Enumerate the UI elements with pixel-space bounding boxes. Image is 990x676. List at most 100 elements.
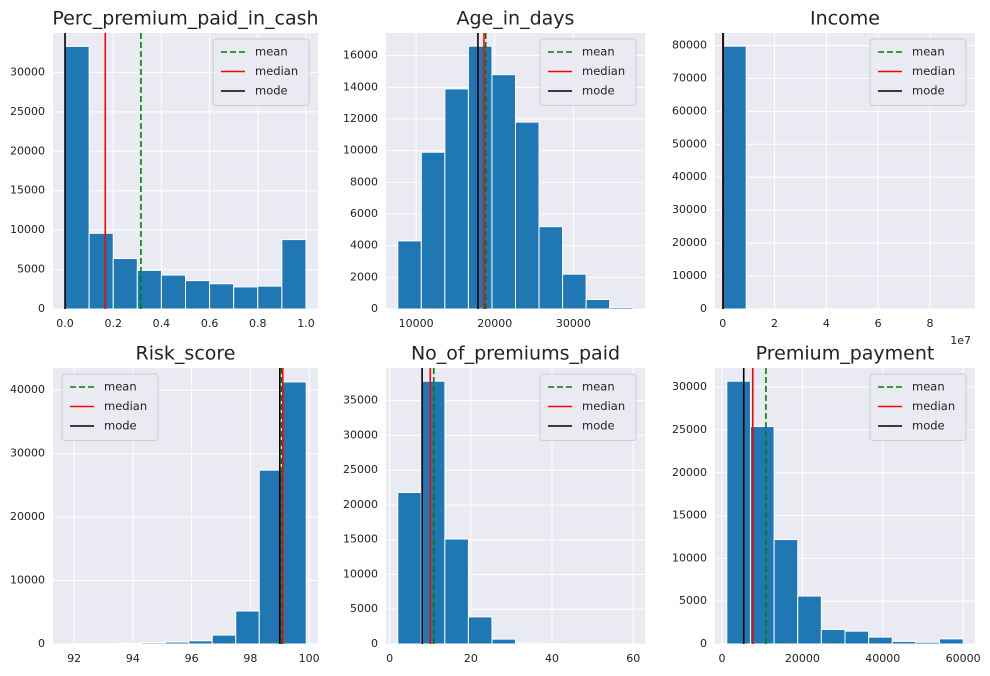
bar	[773, 539, 799, 645]
y-tick-label: 10000	[343, 567, 378, 580]
x-tick-label: 0.2	[104, 317, 122, 330]
legend-label: mode	[255, 84, 288, 98]
bar	[160, 274, 186, 310]
panel-title: Income	[810, 8, 880, 30]
y-tick-label: 80000	[672, 38, 707, 51]
legend-label: mode	[912, 84, 945, 98]
x-tick-label: 60	[626, 652, 640, 665]
bar	[397, 240, 422, 310]
x-tick-label: 0	[719, 317, 726, 330]
y-tick-label: 5000	[350, 602, 378, 615]
panel: Age_in_days 0 2000 4000 6000 8000 10000 12000 14…	[343, 8, 645, 330]
x-tick-label: 96	[185, 652, 199, 665]
y-tick-label: 25000	[10, 105, 45, 118]
y-tick-label: 10000	[672, 269, 707, 282]
y-tick-label: 30000	[672, 380, 707, 393]
y-tick-label: 50000	[672, 137, 707, 150]
x-tick-label: 1.0	[297, 317, 315, 330]
bar	[915, 641, 941, 645]
x-tick-label: 20000	[785, 652, 820, 665]
x-offset-label: 1e7	[950, 334, 971, 347]
y-tick-label: 10000	[10, 223, 45, 236]
panel: Perc_premium_paid_in_cash 0 5000 10000 15000…	[10, 8, 319, 331]
legend-label: median	[255, 64, 298, 78]
y-tick-label: 4000	[350, 239, 378, 252]
y-tick-label: 0	[371, 637, 378, 650]
panel-title: No_of_premiums_paid	[411, 343, 620, 365]
bar	[585, 298, 611, 310]
y-tick-label: 30000	[10, 447, 45, 460]
legend-box	[539, 373, 637, 441]
bar	[515, 121, 540, 310]
x-tick-label: 2	[771, 317, 778, 330]
legend-box	[212, 38, 310, 106]
bar	[538, 226, 564, 310]
x-tick-label: 92	[67, 652, 81, 665]
y-tick-label: 12000	[343, 112, 378, 125]
bar	[164, 641, 190, 645]
bar	[282, 381, 307, 645]
panel-title: Age_in_days	[457, 8, 575, 30]
x-tick-label: 0	[386, 652, 393, 665]
x-tick-label: 0.6	[201, 317, 219, 330]
bar	[491, 638, 517, 645]
panel: No_of_premiums_paid 0 5000 10000 15000 20000 2…	[343, 343, 645, 665]
bar	[420, 151, 446, 310]
panel-title: Premium_payment	[756, 343, 935, 365]
y-tick-label: 16000	[343, 49, 378, 62]
y-tick-label: 20000	[343, 498, 378, 511]
x-tick-label: 40	[545, 652, 559, 665]
x-tick-label: 8	[926, 317, 933, 330]
bar	[562, 273, 587, 310]
legend-label: mean	[582, 45, 615, 59]
legend-label: median	[582, 399, 625, 413]
bar	[117, 642, 143, 645]
bar	[188, 640, 213, 645]
bar	[185, 280, 211, 310]
bar	[257, 285, 283, 310]
bar	[797, 595, 822, 645]
y-tick-label: 0	[38, 302, 45, 315]
y-tick-label: 0	[371, 302, 378, 315]
y-tick-label: 5000	[17, 263, 45, 276]
bar	[112, 258, 138, 310]
x-tick-label: 10000	[399, 317, 434, 330]
legend-box	[869, 373, 967, 441]
y-tick-label: 20000	[10, 144, 45, 157]
y-tick-label: 10000	[672, 551, 707, 564]
bar	[939, 638, 964, 645]
y-tick-label: 0	[700, 637, 707, 650]
x-tick-label: 98	[243, 652, 257, 665]
y-tick-label: 60000	[672, 104, 707, 117]
x-tick-label: 20	[464, 652, 478, 665]
y-tick-label: 30000	[672, 203, 707, 216]
y-tick-label: 25000	[672, 423, 707, 436]
x-tick-label: 100	[299, 652, 320, 665]
bar	[891, 640, 917, 645]
x-tick-label: 0.8	[249, 317, 267, 330]
bar	[467, 616, 493, 645]
x-tick-label: 40000	[865, 652, 900, 665]
legend-label: mean	[104, 380, 137, 394]
x-tick-label: 0	[718, 652, 725, 665]
y-tick-label: 70000	[672, 71, 707, 84]
bar	[64, 45, 90, 310]
bar	[749, 426, 775, 645]
y-tick-label: 35000	[343, 394, 378, 407]
legend-label: mode	[582, 84, 615, 98]
x-tick-label: 20000	[477, 317, 512, 330]
legend-label: mean	[255, 45, 288, 59]
legend-label: median	[104, 399, 147, 413]
x-tick-label: 30000	[556, 317, 591, 330]
legend-box	[869, 38, 967, 106]
y-tick-label: 10000	[343, 144, 378, 157]
bar	[444, 88, 469, 310]
legend-label: mode	[104, 419, 137, 433]
bar	[722, 45, 747, 310]
y-tick-label: 20000	[672, 236, 707, 249]
bar	[844, 630, 870, 645]
bar	[609, 306, 634, 310]
y-tick-label: 2000	[350, 270, 378, 283]
legend-box	[539, 38, 637, 106]
y-tick-label: 15000	[343, 533, 378, 546]
